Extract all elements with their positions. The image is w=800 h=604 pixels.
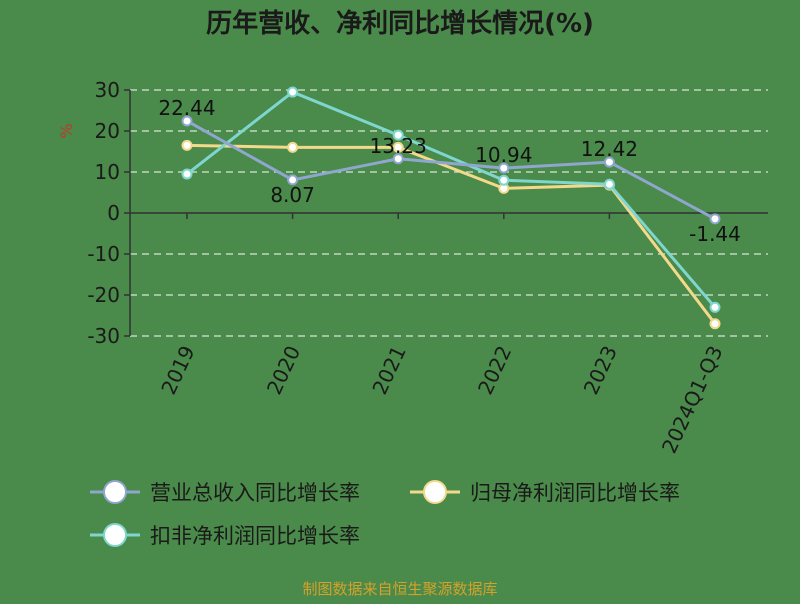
data-point[interactable]	[181, 115, 193, 127]
y-tick-label: -20	[87, 283, 120, 307]
data-labels: 22.44 8.07 13.23 10.94 12.42 -1.44	[158, 96, 741, 246]
data-point[interactable]	[392, 153, 404, 165]
data-point[interactable]	[709, 301, 721, 313]
y-tick-label: 30	[95, 78, 120, 102]
data-point[interactable]	[287, 174, 299, 186]
legend-swatch-marker	[103, 480, 127, 504]
x-tick-label: 2021	[367, 342, 410, 398]
legend-label: 营业总收入同比增长率	[150, 481, 360, 505]
data-point[interactable]	[709, 318, 721, 330]
data-label: -1.44	[689, 222, 741, 246]
axes: 30 20 10 0 -10 -20 -30 2019 2020 2021 2022 2023 2024…	[87, 78, 768, 457]
data-point[interactable]	[181, 139, 193, 151]
data-label: 10.94	[475, 143, 532, 167]
legend-item[interactable]: 扣非净利润同比增长率	[90, 523, 360, 548]
data-label: 22.44	[158, 96, 215, 120]
data-point[interactable]	[709, 213, 721, 225]
x-tick-label: 2023	[579, 342, 622, 398]
y-tick-label: -10	[87, 242, 120, 266]
legend-swatch-marker	[423, 480, 447, 504]
series-line	[186, 143, 717, 325]
data-point[interactable]	[603, 156, 615, 168]
data-point[interactable]	[498, 162, 510, 174]
series-line	[186, 90, 717, 309]
x-tick-label: 2020	[262, 342, 305, 398]
data-point[interactable]	[603, 178, 615, 190]
chart-title: 历年营收、净利同比增长情况(%)	[206, 8, 594, 39]
legend-label: 扣非净利润同比增长率	[150, 524, 360, 548]
data-point[interactable]	[287, 141, 299, 153]
data-label: 8.07	[270, 183, 315, 207]
data-point[interactable]	[498, 174, 510, 186]
x-tick-label: 2022	[473, 342, 516, 398]
series-line	[186, 119, 716, 221]
data-label: 12.42	[581, 137, 638, 161]
y-tick-label: 0	[107, 201, 120, 225]
legend-item[interactable]: 归母净利润同比增长率	[410, 480, 680, 505]
data-point[interactable]	[181, 168, 193, 180]
legend-swatch-marker	[103, 523, 127, 547]
data-point[interactable]	[287, 86, 299, 98]
legend-item[interactable]: 营业总收入同比增长率	[90, 480, 360, 505]
y-tick-label: 10	[95, 160, 120, 184]
y-tick-label: 20	[95, 119, 120, 143]
data-point[interactable]	[392, 129, 404, 141]
x-tick-label: 2019	[156, 342, 199, 398]
data-label: 13.23	[370, 134, 427, 158]
data-point[interactable]	[392, 141, 404, 153]
y-axis-label: %	[57, 123, 76, 138]
source-note: 制图数据来自恒生聚源数据库	[302, 580, 497, 598]
legend-label: 归母净利润同比增长率	[470, 481, 680, 505]
series-lines	[181, 86, 721, 330]
x-tick-label: 2024Q1-Q3	[657, 342, 728, 457]
y-tick-label: -30	[87, 324, 120, 348]
